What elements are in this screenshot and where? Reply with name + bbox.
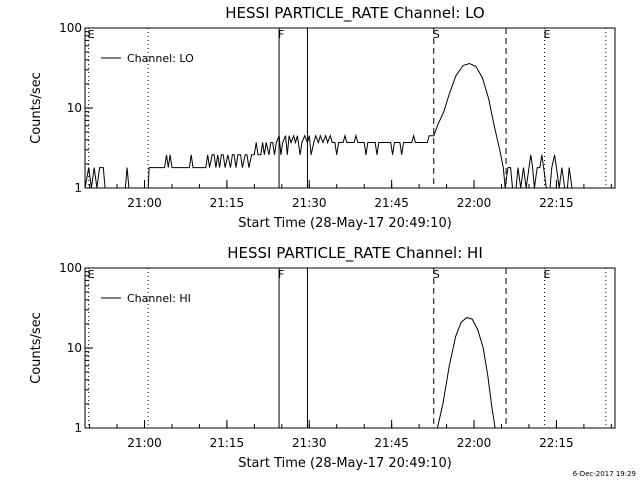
x-axis-label: Start Time (28-May-17 20:49:10) <box>238 216 452 231</box>
legend-entry: Channel: HI <box>127 292 191 305</box>
chart-panel-hi: HESSI PARTICLE_RATE Channel: HI E F S E 1 10… <box>29 244 616 471</box>
x-axis-label: Start Time (28-May-17 20:49:10) <box>238 456 452 471</box>
chart-title: HESSI PARTICLE_RATE Channel: LO <box>225 4 484 23</box>
legend-entry: Channel: LO <box>127 52 194 65</box>
event-marker-label: F <box>278 28 284 41</box>
y-tick-label: 10 <box>67 341 82 355</box>
x-tick-label: 22:15 <box>539 196 574 210</box>
y-axis-label: Counts/sec <box>29 72 44 144</box>
y-axis-label: Counts/sec <box>29 312 44 384</box>
event-marker-label: E <box>88 268 95 281</box>
y-tick-label: 10 <box>67 101 82 115</box>
chart-panel-lo: HESSI PARTICLE_RATE Channel: LO E F S E 1 10… <box>29 4 616 231</box>
event-marker-label: E <box>544 268 551 281</box>
event-marker-label: S <box>433 268 440 281</box>
y-tick-label: 100 <box>59 21 82 35</box>
x-tick-label: 21:15 <box>210 196 245 210</box>
x-tick-label: 21:30 <box>292 196 327 210</box>
x-tick-label: 22:00 <box>457 436 492 450</box>
y-tick-label: 100 <box>59 261 82 275</box>
y-tick-label: 1 <box>74 181 82 195</box>
footer-timestamp: 6-Dec-2017 19:29 <box>573 470 636 478</box>
x-axis-ticks: 21:00 21:15 21:30 21:45 22:00 22:15 <box>89 420 612 450</box>
event-marker-label: S <box>433 28 440 41</box>
x-tick-label: 22:15 <box>539 436 574 450</box>
x-tick-label: 21:00 <box>127 436 162 450</box>
event-marker-label: F <box>278 268 284 281</box>
x-tick-label: 21:00 <box>127 196 162 210</box>
x-tick-label: 22:00 <box>457 196 492 210</box>
event-marker-label: E <box>544 28 551 41</box>
y-tick-label: 1 <box>74 421 82 435</box>
series-line-lo <box>84 62 573 189</box>
x-tick-label: 21:15 <box>210 436 245 450</box>
y-axis-ticks: 1 10 100 <box>59 21 93 195</box>
y-axis-ticks: 1 10 100 <box>59 261 93 435</box>
x-tick-label: 21:45 <box>374 196 409 210</box>
series-line-hi <box>436 317 496 429</box>
event-marker-label: E <box>88 28 95 41</box>
chart-title: HESSI PARTICLE_RATE Channel: HI <box>227 244 483 263</box>
x-tick-label: 21:45 <box>374 436 409 450</box>
x-tick-label: 21:30 <box>292 436 327 450</box>
x-axis-ticks: 21:00 21:15 21:30 21:45 22:00 22:15 <box>89 180 612 210</box>
